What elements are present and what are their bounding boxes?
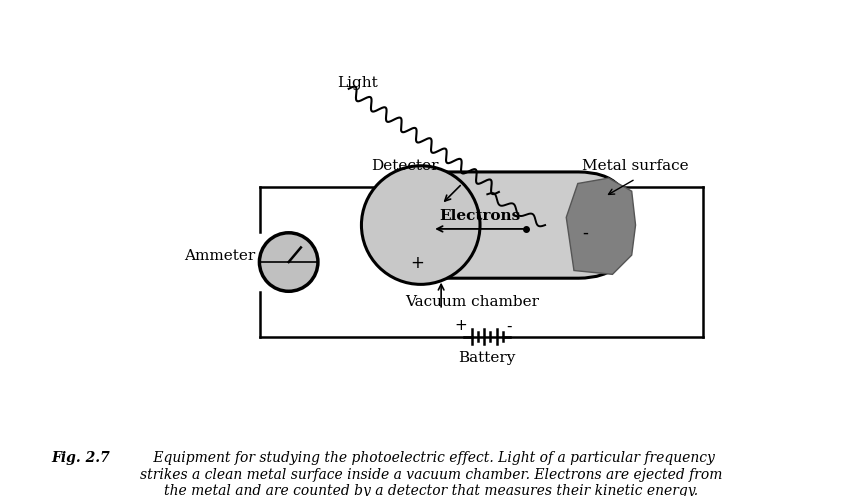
Text: Light: Light	[337, 76, 378, 90]
Circle shape	[362, 166, 480, 284]
Text: -: -	[506, 318, 512, 333]
Text: Metal surface: Metal surface	[583, 160, 689, 174]
FancyBboxPatch shape	[374, 172, 632, 278]
Text: Electrons: Electrons	[439, 209, 520, 223]
Text: -: -	[583, 224, 589, 242]
PathPatch shape	[566, 178, 635, 274]
Text: Equipment for studying the photoelectric effect. Light of a particular frequency: Equipment for studying the photoelectric…	[141, 451, 722, 496]
Circle shape	[260, 233, 318, 291]
Text: Detector: Detector	[372, 160, 439, 174]
Text: Battery: Battery	[458, 351, 516, 365]
Text: Vacuum chamber: Vacuum chamber	[405, 295, 539, 309]
Text: +: +	[455, 318, 468, 333]
Text: Ammeter: Ammeter	[185, 249, 255, 263]
Text: Fig. 2.7: Fig. 2.7	[52, 451, 110, 465]
Text: +: +	[410, 254, 424, 272]
